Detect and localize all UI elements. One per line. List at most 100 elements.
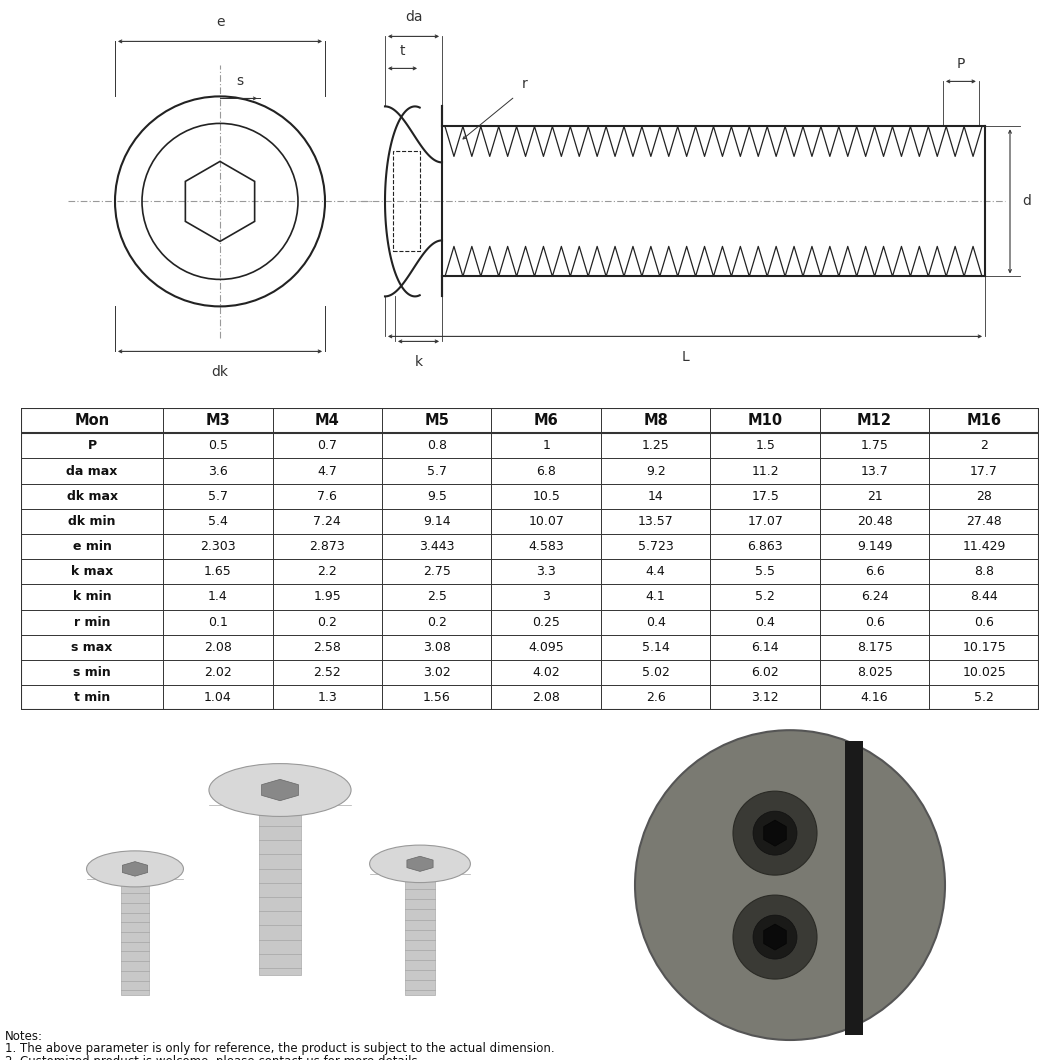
Text: 10.07: 10.07: [528, 515, 564, 528]
Text: 2: 2: [980, 439, 988, 453]
Text: s max: s max: [71, 640, 112, 654]
Text: 4.02: 4.02: [532, 666, 560, 679]
Text: 17.07: 17.07: [747, 515, 783, 528]
Bar: [393, 152, 420, 251]
Text: 7.6: 7.6: [317, 490, 337, 502]
Text: r min: r min: [74, 616, 110, 629]
Text: 0.5: 0.5: [208, 439, 228, 453]
Text: 28: 28: [976, 490, 992, 502]
Text: M10: M10: [747, 413, 782, 428]
Text: e min: e min: [73, 540, 111, 553]
Text: 1.04: 1.04: [204, 691, 232, 704]
Text: 0.6: 0.6: [865, 616, 884, 629]
Text: 2.303: 2.303: [200, 540, 235, 553]
Text: 20.48: 20.48: [856, 515, 893, 528]
Text: 5.7: 5.7: [208, 490, 228, 502]
Text: 1.3: 1.3: [317, 691, 337, 704]
Text: 4.583: 4.583: [528, 540, 564, 553]
Ellipse shape: [370, 845, 471, 883]
Text: 9.149: 9.149: [856, 540, 893, 553]
Text: s min: s min: [73, 666, 111, 679]
Text: 9.2: 9.2: [646, 464, 666, 478]
Text: 5.2: 5.2: [974, 691, 994, 704]
Circle shape: [753, 811, 797, 855]
Text: 9.5: 9.5: [427, 490, 446, 502]
Text: 5.4: 5.4: [208, 515, 228, 528]
Text: 0.1: 0.1: [208, 616, 228, 629]
Text: 6.02: 6.02: [752, 666, 779, 679]
Bar: [259, 805, 301, 975]
Text: M8: M8: [643, 413, 668, 428]
Text: t: t: [400, 45, 405, 58]
Text: 5.7: 5.7: [427, 464, 446, 478]
Polygon shape: [262, 779, 299, 800]
Text: 17.7: 17.7: [970, 464, 999, 478]
Text: 8.8: 8.8: [974, 565, 994, 579]
Ellipse shape: [87, 851, 183, 887]
Text: 6.8: 6.8: [536, 464, 556, 478]
Text: s: s: [236, 74, 244, 88]
Text: 5.14: 5.14: [641, 640, 670, 654]
Text: 2.08: 2.08: [204, 640, 232, 654]
Text: 2.5: 2.5: [427, 590, 446, 603]
Text: 10.025: 10.025: [962, 666, 1006, 679]
Text: 4.4: 4.4: [646, 565, 666, 579]
Text: 5.02: 5.02: [641, 666, 670, 679]
Circle shape: [753, 915, 797, 959]
Circle shape: [635, 730, 946, 1040]
Text: 2.873: 2.873: [310, 540, 346, 553]
Text: 3.443: 3.443: [419, 540, 455, 553]
Text: P: P: [957, 57, 965, 71]
Text: 0.25: 0.25: [532, 616, 560, 629]
Text: r: r: [522, 77, 528, 91]
Text: 11.429: 11.429: [962, 540, 1006, 553]
Text: 2. Customized product is welcome, please contact us for more details.: 2. Customized product is welcome, please…: [5, 1055, 422, 1060]
Text: 1.56: 1.56: [423, 691, 450, 704]
Text: 3.08: 3.08: [423, 640, 450, 654]
Bar: [121, 879, 149, 995]
Text: M16: M16: [967, 413, 1002, 428]
Text: dk max: dk max: [67, 490, 118, 502]
Text: 2.6: 2.6: [646, 691, 666, 704]
Text: 0.6: 0.6: [974, 616, 994, 629]
Text: 6.863: 6.863: [747, 540, 783, 553]
Text: 8.175: 8.175: [856, 640, 893, 654]
Ellipse shape: [209, 763, 351, 816]
Text: 3.12: 3.12: [752, 691, 779, 704]
Text: M5: M5: [424, 413, 449, 428]
Text: Mon: Mon: [74, 413, 110, 428]
Text: t min: t min: [74, 691, 110, 704]
Circle shape: [734, 895, 817, 979]
Text: 4.095: 4.095: [528, 640, 564, 654]
Text: M4: M4: [315, 413, 339, 428]
Text: 7.24: 7.24: [314, 515, 341, 528]
Text: 3.6: 3.6: [208, 464, 228, 478]
Text: M3: M3: [206, 413, 230, 428]
Text: da: da: [405, 11, 422, 24]
Text: k min: k min: [73, 590, 111, 603]
Text: 3.02: 3.02: [423, 666, 450, 679]
Text: 27.48: 27.48: [967, 515, 1002, 528]
Text: 0.4: 0.4: [646, 616, 666, 629]
Text: 21: 21: [867, 490, 883, 502]
Text: M6: M6: [534, 413, 559, 428]
Polygon shape: [764, 924, 787, 950]
Text: d: d: [1022, 194, 1031, 209]
Text: 4.1: 4.1: [646, 590, 666, 603]
Text: 0.8: 0.8: [427, 439, 446, 453]
Text: 5.2: 5.2: [755, 590, 775, 603]
Text: 3.3: 3.3: [536, 565, 556, 579]
Text: 1.75: 1.75: [861, 439, 888, 453]
Text: M12: M12: [858, 413, 893, 428]
Text: 1. The above parameter is only for reference, the product is subject to the actu: 1. The above parameter is only for refer…: [5, 1042, 554, 1055]
Polygon shape: [122, 862, 147, 877]
Text: 2.58: 2.58: [314, 640, 341, 654]
Text: e: e: [216, 16, 225, 30]
Text: 9.14: 9.14: [423, 515, 450, 528]
Text: 2.75: 2.75: [423, 565, 450, 579]
Text: 0.2: 0.2: [427, 616, 446, 629]
Text: 0.7: 0.7: [317, 439, 337, 453]
Bar: [845, 741, 863, 1035]
Text: 10.175: 10.175: [962, 640, 1006, 654]
Text: 8.44: 8.44: [970, 590, 997, 603]
